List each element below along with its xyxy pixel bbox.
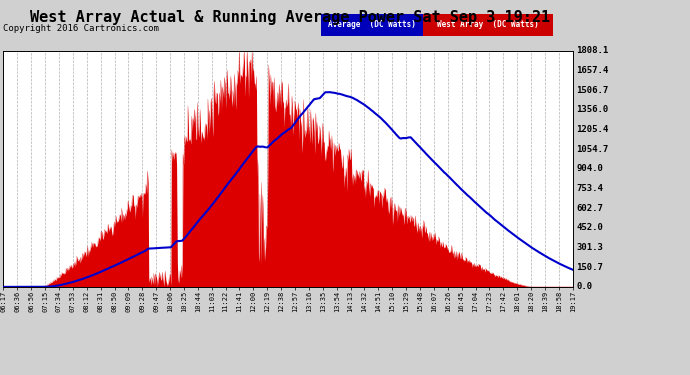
Text: 1356.0: 1356.0 (576, 105, 609, 114)
Text: 150.7: 150.7 (576, 262, 603, 272)
Text: 301.3: 301.3 (576, 243, 603, 252)
Text: West Array  (DC Watts): West Array (DC Watts) (437, 20, 539, 29)
Text: 602.7: 602.7 (576, 204, 603, 213)
Text: 1808.1: 1808.1 (576, 46, 609, 55)
Text: Average  (DC Watts): Average (DC Watts) (328, 20, 416, 29)
Text: 452.0: 452.0 (576, 224, 603, 232)
Text: 1657.4: 1657.4 (576, 66, 609, 75)
Text: 904.0: 904.0 (576, 164, 603, 173)
Text: 753.4: 753.4 (576, 184, 603, 193)
Text: Copyright 2016 Cartronics.com: Copyright 2016 Cartronics.com (3, 24, 159, 33)
Text: 0.0: 0.0 (576, 282, 592, 291)
Text: West Array Actual & Running Average Power Sat Sep 3 19:21: West Array Actual & Running Average Powe… (30, 9, 550, 26)
Text: 1054.7: 1054.7 (576, 145, 609, 154)
Text: 1205.4: 1205.4 (576, 125, 609, 134)
Text: 1506.7: 1506.7 (576, 86, 609, 94)
